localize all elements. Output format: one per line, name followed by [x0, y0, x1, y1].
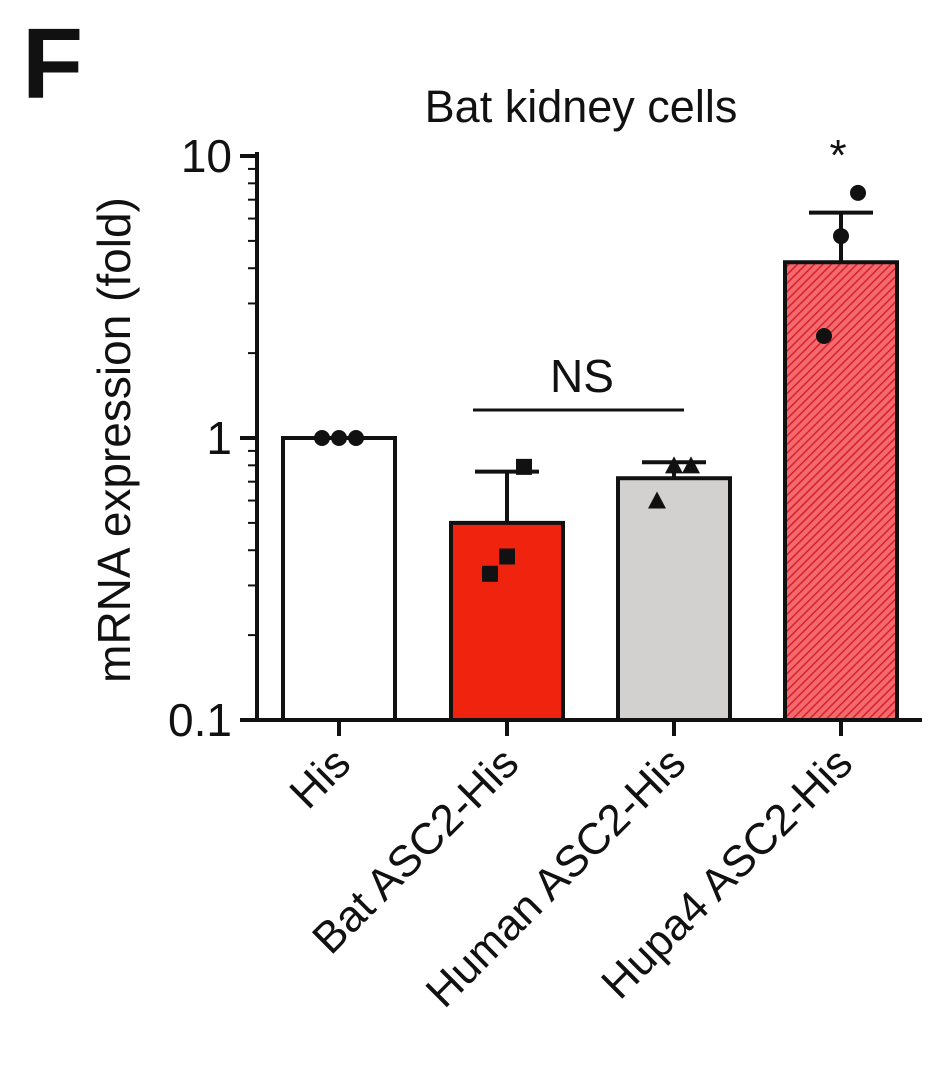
y-tick-label-2: 1: [206, 412, 232, 464]
data-point-1-2: [331, 430, 347, 446]
data-point-2-2: [499, 548, 515, 565]
bar-4: [783, 260, 899, 722]
bar-1: [281, 436, 397, 722]
significance-star: *: [829, 131, 846, 180]
panel-label: F: [22, 8, 83, 120]
data-point-4-1: [816, 327, 832, 344]
data-point-3-1: [648, 491, 666, 509]
chart-title: Bat kidney cells: [425, 81, 738, 132]
data-point-3-3: [682, 456, 700, 474]
data-point-2-3: [516, 458, 532, 475]
data-point-1-3: [348, 430, 364, 446]
x-tick-label-1: His: [280, 738, 360, 818]
y-tick-label-1: 0.1: [168, 694, 232, 746]
data-point-2-1: [482, 565, 498, 582]
data-point-1-1: [314, 430, 330, 446]
bar-3: [616, 476, 732, 722]
data-point-4-2: [833, 228, 849, 245]
y-axis-label: mRNA expression (fold): [88, 197, 140, 683]
data-point-3-2: [665, 456, 683, 474]
ns-label: NS: [550, 350, 614, 402]
data-point-4-3: [850, 184, 866, 201]
y-tick-label-3: 10: [181, 130, 232, 182]
